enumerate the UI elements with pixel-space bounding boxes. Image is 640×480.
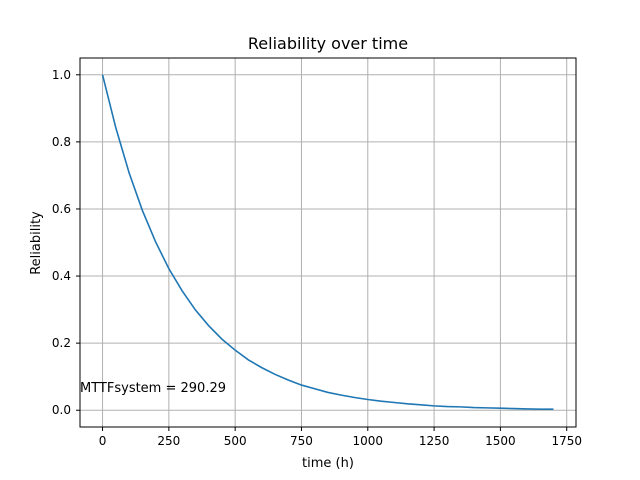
x-tick-label: 1000 bbox=[353, 434, 384, 448]
y-axis-ticks: 0.0 0.2 0.4 0.6 0.8 1.0 bbox=[52, 68, 80, 417]
x-tick-label: 500 bbox=[224, 434, 247, 448]
x-tick-label: 750 bbox=[290, 434, 313, 448]
y-tick-label: 0.0 bbox=[52, 403, 71, 417]
x-tick-label: 1500 bbox=[485, 434, 516, 448]
chart-title: Reliability over time bbox=[248, 34, 408, 53]
x-tick-label: 0 bbox=[99, 434, 107, 448]
reliability-series-line bbox=[101, 74, 554, 411]
y-tick-label: 0.8 bbox=[52, 135, 71, 149]
mttf-annotation: MTTFsystem = 290.29 bbox=[80, 381, 226, 396]
x-axis-label: time (h) bbox=[302, 456, 354, 471]
x-tick-label: 250 bbox=[157, 434, 180, 448]
y-tick-label: 0.6 bbox=[52, 202, 71, 216]
x-tick-label: 1250 bbox=[419, 434, 450, 448]
plot-area-frame bbox=[79, 57, 577, 428]
x-tick-label: 1750 bbox=[551, 434, 582, 448]
y-axis-label: Reliability bbox=[29, 211, 44, 275]
y-tick-label: 1.0 bbox=[52, 68, 71, 82]
y-tick-label: 0.2 bbox=[52, 336, 71, 350]
x-axis-ticks: 0 250 500 750 1000 1250 1500 1750 bbox=[99, 427, 582, 448]
y-tick-label: 0.4 bbox=[52, 269, 71, 283]
grid-lines bbox=[80, 58, 576, 427]
